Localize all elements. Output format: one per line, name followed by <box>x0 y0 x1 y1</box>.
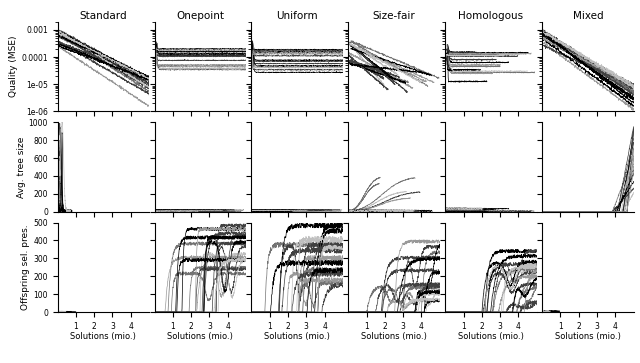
Title: Size-fair: Size-fair <box>372 11 415 21</box>
X-axis label: Solutions (mio.): Solutions (mio.) <box>361 332 427 341</box>
Y-axis label: Quality (MSE): Quality (MSE) <box>10 36 19 97</box>
X-axis label: Solutions (mio.): Solutions (mio.) <box>555 332 621 341</box>
Title: Uniform: Uniform <box>276 11 318 21</box>
Title: Homologous: Homologous <box>458 11 524 21</box>
X-axis label: Solutions (mio.): Solutions (mio.) <box>70 332 136 341</box>
X-axis label: Solutions (mio.): Solutions (mio.) <box>458 332 524 341</box>
Title: Mixed: Mixed <box>573 11 603 21</box>
X-axis label: Solutions (mio.): Solutions (mio.) <box>167 332 233 341</box>
X-axis label: Solutions (mio.): Solutions (mio.) <box>264 332 330 341</box>
Title: Standard: Standard <box>79 11 127 21</box>
Title: Onepoint: Onepoint <box>176 11 224 21</box>
Y-axis label: Avg. tree size: Avg. tree size <box>17 136 26 198</box>
Y-axis label: Offspring sel. pres.: Offspring sel. pres. <box>22 225 31 310</box>
